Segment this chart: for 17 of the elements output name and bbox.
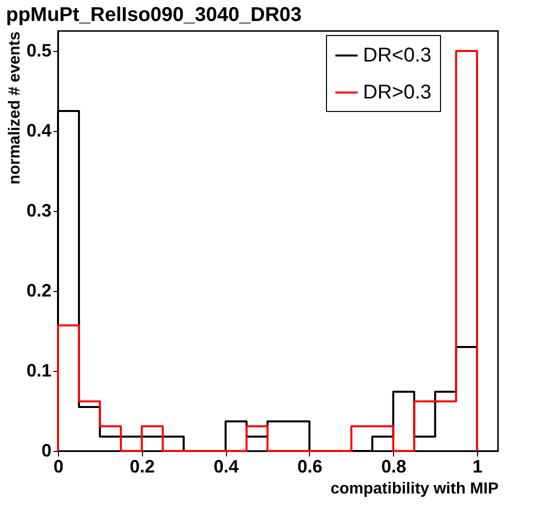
y-tick-label: 0.3 <box>26 200 52 220</box>
y-axis-title: normalized # events <box>6 31 24 184</box>
chart-title: ppMuPt_RelIso090_3040_DR03 <box>6 4 302 26</box>
x-tick-label: 1 <box>472 456 483 476</box>
x-tick-label: 0.6 <box>297 456 322 476</box>
y-tick-label: 0.1 <box>26 360 52 380</box>
x-tick-label: 0 <box>53 456 64 476</box>
x-tick-label: 0.4 <box>214 456 239 476</box>
legend-label: DR>0.3 <box>363 82 432 104</box>
x-axis-title: compatibility with MIP <box>330 480 499 498</box>
y-tick-label: 0.4 <box>26 120 52 140</box>
y-tick-label: 0.2 <box>26 280 52 300</box>
x-tick-label: 0.2 <box>130 456 155 476</box>
y-tick-label: 0 <box>41 440 52 460</box>
y-tick-label: 0.5 <box>26 40 52 60</box>
legend-label: DR<0.3 <box>363 44 432 66</box>
x-tick-label: 0.8 <box>381 456 406 476</box>
